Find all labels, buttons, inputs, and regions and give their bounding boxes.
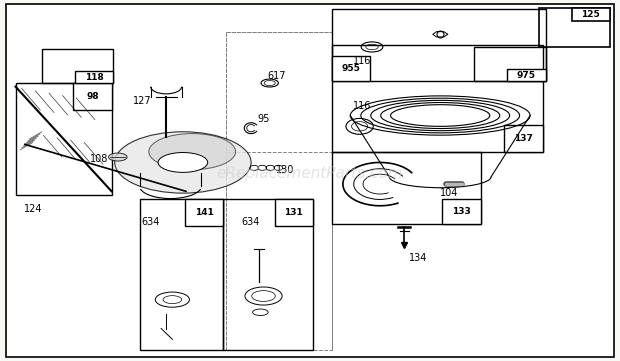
- Text: 141: 141: [195, 208, 213, 217]
- Text: 127: 127: [133, 96, 152, 106]
- Text: 975: 975: [517, 71, 536, 80]
- Bar: [572, 8, 610, 21]
- Bar: [226, 32, 332, 350]
- Bar: [73, 83, 112, 110]
- Text: 116: 116: [353, 56, 372, 66]
- Bar: [442, 199, 481, 224]
- Bar: [539, 8, 610, 47]
- Text: 634: 634: [141, 217, 160, 227]
- Ellipse shape: [108, 153, 127, 161]
- Text: 95: 95: [257, 114, 270, 124]
- Text: 617: 617: [268, 71, 286, 81]
- Text: 118: 118: [85, 73, 104, 82]
- Text: 116: 116: [353, 101, 372, 112]
- Bar: [332, 9, 546, 81]
- Bar: [75, 71, 113, 83]
- Text: 134: 134: [409, 253, 428, 263]
- Text: 108: 108: [90, 154, 108, 164]
- Ellipse shape: [158, 152, 208, 173]
- Bar: [507, 69, 546, 81]
- Bar: [42, 49, 113, 83]
- Text: 125: 125: [582, 10, 600, 19]
- Text: 104: 104: [440, 188, 459, 198]
- Text: 130: 130: [276, 165, 294, 175]
- Text: 955: 955: [342, 64, 360, 73]
- Text: 98: 98: [86, 92, 99, 101]
- Bar: [275, 199, 313, 226]
- Bar: [332, 152, 480, 224]
- Ellipse shape: [149, 134, 236, 170]
- Bar: [332, 45, 542, 152]
- Text: 133: 133: [452, 207, 471, 216]
- Text: eReplacementParts.com: eReplacementParts.com: [216, 166, 404, 181]
- Bar: [223, 199, 313, 350]
- Bar: [140, 199, 223, 350]
- Bar: [504, 125, 542, 152]
- Text: 124: 124: [24, 204, 42, 214]
- Text: 137: 137: [514, 134, 533, 143]
- Bar: [185, 199, 223, 226]
- Ellipse shape: [115, 132, 251, 193]
- Bar: [16, 83, 112, 195]
- Bar: [474, 47, 546, 81]
- Text: 131: 131: [285, 208, 303, 217]
- Bar: [332, 56, 370, 81]
- Text: 634: 634: [242, 217, 260, 227]
